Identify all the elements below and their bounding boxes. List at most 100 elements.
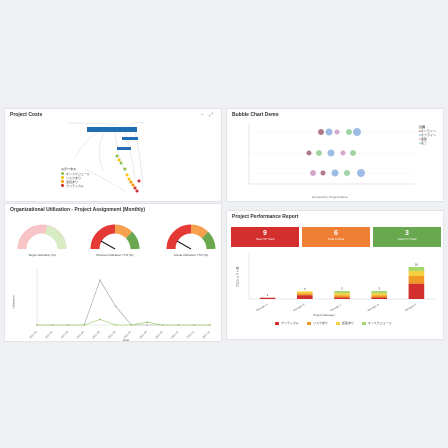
gauges [17, 224, 216, 250]
bar-total-label: 3 [341, 287, 343, 291]
data-point [99, 279, 101, 281]
bar-segment [371, 291, 388, 294]
utilization-panel: Organizational Utilization - Project Ass… [4, 203, 222, 342]
x-tick-label: Manager B [292, 302, 305, 312]
gauge-target [17, 224, 67, 250]
panel-title: Bubble Chart Demo [232, 112, 279, 118]
legend-item: クリティカル [61, 184, 90, 188]
data-point [99, 318, 101, 321]
legend-swatch [61, 180, 64, 183]
project-costs-tree[interactable] [5, 109, 223, 203]
x-tick-label: 2021-09 [154, 329, 164, 339]
legend-swatch [61, 172, 64, 175]
data-point [146, 321, 148, 323]
bar-segment [296, 295, 313, 299]
bubble-chart[interactable] [227, 109, 445, 203]
project-costs-panel: Project Costs – ⤢ ステータス オンスケジュール リスクあり 遅… [4, 108, 222, 202]
series-line [37, 319, 210, 326]
bar-segment [334, 295, 350, 298]
bar-total-label: 1 [267, 293, 269, 297]
data-point [209, 324, 211, 326]
bubble-legend: 凡例 ●オンライン ●オフライン ●保留 ●完了 [419, 125, 436, 145]
bar-segment [296, 293, 313, 296]
legend-item: リスクあり [306, 321, 328, 325]
data-point [193, 324, 196, 326]
x-tick-label: 2021-07 [123, 329, 133, 339]
panel-title: Project Performance Report [232, 214, 299, 220]
series-line [37, 279, 210, 326]
data-point [114, 305, 117, 308]
chart-footer: Grouped by: Project Name [312, 195, 348, 199]
legend-title: ステータス [61, 167, 77, 171]
x-tick-label: 2021-03 [60, 329, 70, 339]
y-axis-label: プロジェクト数 [235, 266, 240, 288]
x-axis-label: Date [123, 338, 130, 342]
panel-window-buttons[interactable]: – ⤢ [200, 112, 215, 118]
legend-item: ●完了 [419, 141, 427, 145]
x-tick-label: 2021-12 [201, 329, 211, 339]
utilization-line-chart[interactable]: 2021-01 2021-02 2021-03 2021-04 2021-05 2021-… [5, 263, 223, 343]
x-tick-label: Manager C [329, 302, 342, 312]
status-legend: ステータス オンスケジュール リスクあり 遅延あり クリティカル [61, 167, 90, 188]
data-point [83, 324, 85, 326]
x-tick-label: 2021-01 [28, 329, 38, 339]
bar-segment [408, 267, 425, 271]
bar-segment [408, 270, 425, 276]
panel-title: Project Costs [10, 112, 43, 118]
x-tick-label: 2021-05 [91, 329, 101, 339]
bar-total-label: 3 [304, 287, 306, 291]
bar-segment [371, 295, 388, 298]
x-tick-label: Manager A [255, 302, 268, 312]
legend-item: 遅延あり [61, 180, 90, 184]
bar-segment [371, 293, 388, 296]
bar-segment [408, 276, 425, 284]
data-point [130, 324, 133, 326]
x-tick-label: 2021-02 [44, 329, 54, 339]
bar-segment [371, 297, 388, 299]
x-tick-label: 2021-04 [75, 329, 85, 339]
bar-segment [259, 297, 276, 299]
data-point [162, 324, 164, 326]
legend-item: オンスケジュール [361, 321, 392, 325]
tile-at-risk[interactable]: 6 Total At Risk [302, 227, 370, 247]
gauge-caption: Target Utilization (%) [28, 253, 56, 257]
tile-on-track[interactable]: 3 Total On Track [373, 227, 441, 247]
legend-swatch [61, 184, 64, 187]
legend-item: ●オフライン [419, 133, 436, 137]
data-point [51, 324, 54, 326]
legend-item: ●保留 [419, 137, 427, 141]
legend-title: 凡例 [419, 125, 426, 129]
data-point [114, 324, 117, 326]
data-point [67, 324, 70, 326]
legend-item: ●オンライン [419, 129, 436, 133]
bar-segment [296, 291, 313, 294]
bar-segment [334, 293, 350, 296]
performance-bar-chart[interactable]: 1 Manager A 3 Manager B 3 Manager C 3 Manager D… [227, 249, 445, 319]
bar-segment [334, 291, 350, 294]
gauge-caption: Actual Utilization YTD (%) [173, 253, 209, 257]
legend-item: オンスケジュール [61, 172, 90, 176]
x-axis-label: Project Manager [313, 313, 336, 317]
performance-legend: クリティカル リスクあり 遅延あり オンスケジュール [275, 321, 392, 325]
performance-panel: Project Performance Report 9 Total Off Tr… [226, 210, 444, 340]
data-point [177, 324, 180, 326]
bubble-chart-panel: Bubble Chart Demo 凡例 ●オンライン ●オフライン ●保留 ●… [226, 108, 444, 202]
bar-segment [334, 297, 350, 299]
bar-total-label: 16 [415, 263, 419, 267]
legend-item: 遅延あり [335, 321, 354, 325]
tile-off-track[interactable]: 9 Total Off Track [231, 227, 299, 247]
x-tick-label: 2021-11 [186, 329, 196, 339]
panel-title: Organizational Utilization - Project Ass… [10, 207, 146, 213]
x-tick-label: Manager D [367, 302, 380, 312]
x-tick-label: 2021-06 [107, 329, 117, 339]
y-axis-label: Utilization [11, 295, 16, 309]
data-point [146, 324, 148, 326]
x-tick-label: 2021-10 [170, 329, 180, 339]
gauge-caption: Planned Utilization YTD (%) [96, 253, 134, 257]
legend-item: リスクあり [61, 176, 90, 180]
bar-segment [408, 283, 425, 299]
gauge-planned [90, 224, 140, 250]
x-tick-label: Manager E [404, 302, 417, 312]
legend-swatch [61, 176, 64, 179]
x-tick-label: 2021-08 [138, 329, 148, 339]
